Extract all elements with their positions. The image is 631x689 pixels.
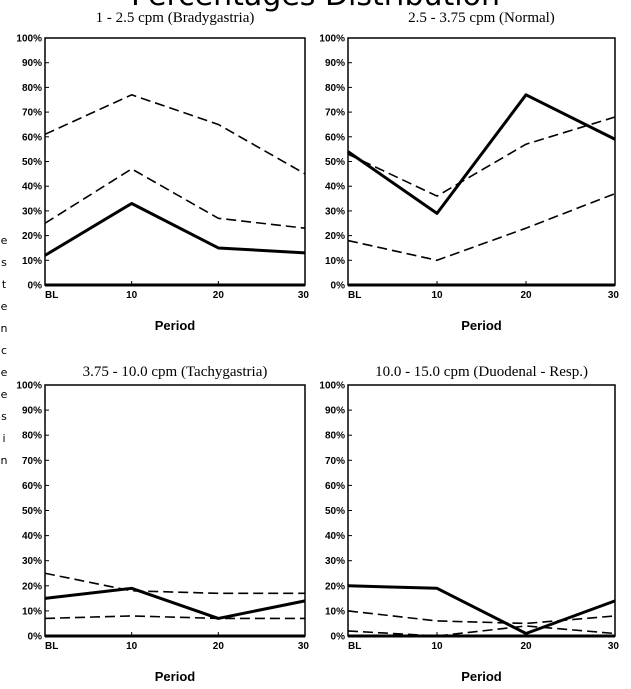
panel-title: 1 - 2.5 cpm (Bradygastria) (96, 10, 255, 26)
y-tick-label: 50% (325, 506, 345, 517)
series-line-solid (44, 201, 306, 257)
cropped-letter: t (1, 278, 7, 291)
y-tick-label: 100% (16, 381, 42, 392)
y-tick-label: 30% (22, 556, 42, 567)
x-axis-title: Period (461, 669, 502, 684)
y-tick-label: 40% (22, 531, 42, 542)
series-line-dashed (347, 192, 616, 262)
y-tick-label: 70% (325, 456, 345, 467)
x-tick-label: 20 (520, 641, 532, 652)
x-tick-label: 30 (298, 641, 310, 652)
y-tick-label: 70% (325, 108, 345, 119)
y-tick-label: 90% (22, 58, 42, 69)
series-line-dashed (44, 572, 305, 595)
series-line-dashed (44, 94, 306, 175)
y-tick-label: 20% (22, 581, 42, 592)
x-tick-label: 10 (431, 290, 443, 301)
series-line-dashed (347, 610, 616, 625)
cropped-letter: s (1, 410, 7, 423)
x-tick-label: 30 (298, 290, 310, 301)
panel-tachygastria: 3.75 - 10.0 cpm (Tachygastria) 0% 10% 20% 30… (16, 364, 310, 684)
y-tick-label: 60% (325, 481, 345, 492)
y-tick-label: 20% (325, 231, 345, 242)
y-tick-label: 60% (325, 132, 345, 143)
cropped-letter: n (0, 322, 8, 335)
x-tick-label: BL (45, 290, 58, 301)
y-tick-label: 90% (325, 406, 345, 417)
x-tick-label: 20 (213, 641, 225, 652)
cropped-letter: e (0, 388, 8, 401)
y-tick-label: 50% (22, 157, 42, 168)
x-axis-title: Period (155, 318, 196, 333)
panel-title: 2.5 - 3.75 cpm (Normal) (408, 10, 555, 26)
y-tick-label: 60% (22, 481, 42, 492)
y-tick-label: 100% (16, 34, 42, 45)
plot-frame (347, 384, 616, 637)
y-tick-label: 40% (325, 531, 345, 542)
series-line-solid (347, 93, 616, 215)
cropped-letter: e (0, 366, 8, 379)
series-line-dashed (44, 168, 306, 229)
panel-title: 10.0 - 15.0 cpm (Duodenal - Resp.) (375, 364, 588, 380)
cropped-letter: e (0, 234, 8, 247)
x-tick-label: 30 (608, 641, 620, 652)
y-tick-label: 40% (325, 182, 345, 193)
y-tick-label: 70% (22, 108, 42, 119)
x-tick-label: 30 (608, 290, 620, 301)
y-tick-label: 40% (22, 182, 42, 193)
x-tick-label: 20 (213, 290, 225, 301)
y-tick-label: 20% (325, 581, 345, 592)
y-tick-label: 10% (22, 606, 42, 617)
cropped-letter: c (0, 344, 8, 357)
y-tick-label: 30% (22, 206, 42, 217)
x-tick-label: 10 (126, 290, 138, 301)
y-tick-label: 10% (325, 606, 345, 617)
x-axis-title: Period (461, 318, 502, 333)
series-line-dashed (347, 625, 616, 637)
y-tick-label: 90% (22, 406, 42, 417)
cropped-letter: s (1, 256, 7, 269)
figure-title: Percentages Distribution (0, 0, 631, 13)
y-tick-label: 20% (22, 231, 42, 242)
y-tick-label: 0% (331, 632, 346, 643)
y-tick-label: 90% (325, 58, 345, 69)
y-tick-label: 30% (325, 556, 345, 567)
y-tick-label: 100% (319, 381, 345, 392)
series-line-dashed (347, 116, 616, 197)
cropped-letter: i (2, 432, 6, 445)
y-tick-label: 0% (28, 632, 43, 643)
panel-normal: 2.5 - 3.75 cpm (Normal) 0% 10% 20% 30% 40% 50%… (319, 10, 620, 333)
x-tick-label: BL (348, 290, 361, 301)
y-tick-label: 10% (22, 256, 42, 267)
y-tick-label: 30% (325, 206, 345, 217)
y-tick-label: 0% (331, 281, 346, 292)
series-line-solid (44, 586, 306, 620)
y-tick-label: 80% (325, 431, 345, 442)
series-line-solid (347, 584, 616, 635)
y-tick-label: 80% (22, 83, 42, 94)
y-tick-label: 50% (325, 157, 345, 168)
cropped-letter: n (0, 454, 8, 467)
x-tick-label: 10 (431, 641, 443, 652)
y-tick-label: 70% (22, 456, 42, 467)
x-tick-label: BL (45, 641, 58, 652)
x-axis-title: Period (155, 669, 196, 684)
y-tick-label: 50% (22, 506, 42, 517)
x-tick-label: BL (348, 641, 361, 652)
y-tick-label: 80% (22, 431, 42, 442)
y-tick-label: 100% (319, 34, 345, 45)
panel-title: 3.75 - 10.0 cpm (Tachygastria) (83, 364, 268, 380)
y-tick-label: 10% (325, 256, 345, 267)
y-tick-label: 0% (28, 281, 43, 292)
cropped-letter: e (0, 300, 8, 313)
y-tick-label: 80% (325, 83, 345, 94)
series-line-dashed (44, 615, 305, 620)
x-tick-label: 10 (126, 641, 138, 652)
x-tick-label: 20 (520, 290, 532, 301)
panel-bradygastria: 1 - 2.5 cpm (Bradygastria) 0% 10% 20% 30% 40%… (16, 10, 310, 333)
y-tick-label: 60% (22, 132, 42, 143)
